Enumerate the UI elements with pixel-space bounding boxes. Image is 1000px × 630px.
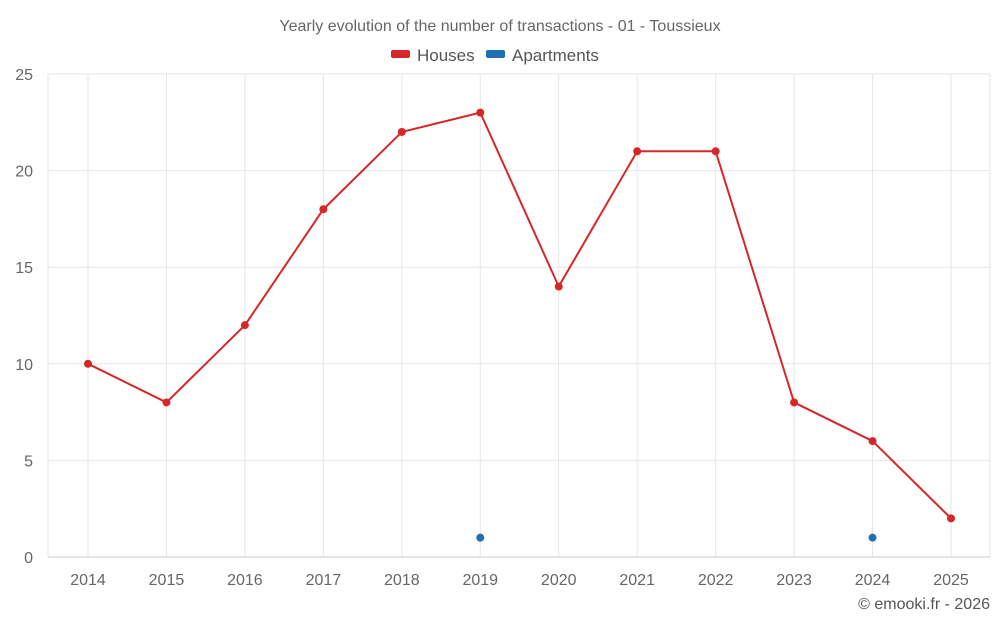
houses-data-point xyxy=(397,127,406,136)
houses-data-point xyxy=(947,514,955,523)
credit-text: © emooki.fr - 2026 xyxy=(858,596,990,613)
grid xyxy=(47,73,991,557)
legend-label-houses: Houses xyxy=(417,46,475,65)
houses-data-point xyxy=(319,205,328,214)
y-tick-label: 0 xyxy=(24,550,33,567)
houses-data-point xyxy=(633,147,642,156)
y-tick-label: 20 xyxy=(15,164,33,181)
apartments-data-point xyxy=(476,533,485,542)
x-tick-label: 2019 xyxy=(462,572,498,589)
x-tick-label: 2016 xyxy=(227,572,263,589)
x-tick-label: 2023 xyxy=(776,572,812,589)
x-tick-label: 2022 xyxy=(698,572,734,589)
chart-title: Yearly evolution of the number of transa… xyxy=(279,18,720,35)
y-tick-label: 25 xyxy=(15,67,33,84)
x-tick-label: 2014 xyxy=(70,572,106,589)
houses-data-point xyxy=(554,282,563,291)
houses-data-point xyxy=(240,321,249,330)
y-tick-label: 15 xyxy=(15,260,33,277)
houses-series-line xyxy=(87,111,952,520)
y-tick-label: 5 xyxy=(24,453,33,470)
series-houses xyxy=(84,108,955,523)
series-apartments xyxy=(476,533,877,542)
houses-data-point xyxy=(868,437,877,446)
y-tick-label: 10 xyxy=(15,357,33,374)
x-tick-label: 2020 xyxy=(541,572,577,589)
houses-data-point xyxy=(162,398,171,407)
x-tick-label: 2018 xyxy=(384,572,420,589)
legend-swatch-apartments xyxy=(486,50,505,58)
x-tick-label: 2025 xyxy=(933,572,969,589)
legend-item-houses[interactable]: Houses xyxy=(391,46,475,65)
x-tick-label: 2015 xyxy=(149,572,185,589)
x-tick-label: 2021 xyxy=(619,572,655,589)
x-tick-label: 2017 xyxy=(306,572,342,589)
legend: Houses Apartments xyxy=(391,46,599,65)
apartments-data-point xyxy=(868,533,877,542)
series xyxy=(84,108,955,542)
houses-data-point xyxy=(790,398,799,407)
legend-item-apartments[interactable]: Apartments xyxy=(486,46,599,65)
legend-swatch-houses xyxy=(391,50,410,58)
x-tick-label: 2024 xyxy=(855,572,891,589)
houses-data-point xyxy=(476,108,485,117)
legend-label-apartments: Apartments xyxy=(512,46,599,65)
houses-data-point xyxy=(711,147,720,156)
houses-data-point xyxy=(84,359,92,368)
